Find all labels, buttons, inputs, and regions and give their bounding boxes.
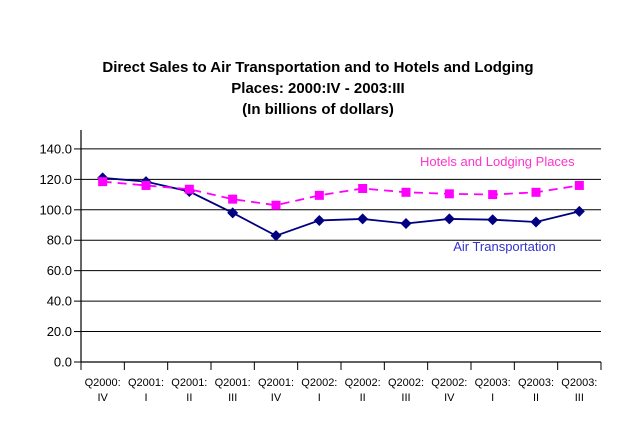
marker-diamond-4 — [270, 230, 282, 242]
marker-square-0 — [98, 177, 108, 187]
marker-diamond-10 — [530, 216, 542, 228]
y-tick-label-60: 60.0 — [47, 263, 72, 278]
x-tick-label2-2001:II: II — [186, 392, 192, 404]
x-tick-label-2002:IV: Q2002: — [431, 377, 467, 389]
x-tick-label-2002:III: Q2002: — [388, 377, 424, 389]
x-tick-label-2000:IV: Q2000: — [85, 377, 121, 389]
marker-square-6 — [358, 183, 368, 193]
x-tick-label2-2002:I: I — [318, 392, 321, 404]
x-tick-label2-2002:II: II — [360, 392, 366, 404]
x-tick-label2-2003:II: II — [533, 392, 539, 404]
x-tick-label2-2001:I: I — [144, 392, 147, 404]
x-tick-label-2002:II: Q2002: — [345, 377, 381, 389]
series-label-hotels-and-lodging-places: Hotels and Lodging Places — [420, 154, 575, 169]
marker-square-1 — [141, 180, 151, 190]
series-label-air-transportation: Air Transportation — [453, 239, 556, 254]
y-tick-label-80: 80.0 — [47, 233, 72, 248]
marker-diamond-3 — [227, 207, 239, 219]
marker-square-7 — [401, 187, 411, 197]
x-tick-label2-2003:I: I — [491, 392, 494, 404]
y-tick-label-140: 140.0 — [39, 141, 72, 156]
y-tick-label-0: 0.0 — [54, 355, 72, 370]
x-tick-label-2001:II: Q2001: — [171, 377, 207, 389]
marker-square-10 — [531, 187, 541, 197]
series-line-1 — [102, 180, 580, 207]
marker-square-3 — [228, 194, 238, 204]
y-tick-label-40: 40.0 — [47, 294, 72, 309]
marker-square-5 — [314, 190, 324, 200]
x-tick-label-2002:I: Q2002: — [301, 377, 337, 389]
marker-diamond-7 — [400, 217, 412, 229]
chart-title-line-2: Places: 2000:IV - 2003:III — [231, 80, 405, 97]
x-tick-label2-2001:III: III — [228, 392, 237, 404]
x-tick-label2-2003:III: III — [575, 392, 584, 404]
x-tick-label2-2002:III: III — [401, 392, 410, 404]
marker-square-8 — [444, 189, 454, 199]
x-tick-label-2003:I: Q2003: — [475, 377, 511, 389]
series-line-0 — [102, 176, 580, 237]
marker-diamond-11 — [573, 205, 585, 217]
x-tick-label2-2002:IV: IV — [444, 392, 455, 404]
x-tick-label2-2001:IV: IV — [271, 392, 282, 404]
x-tick-label-2003:III: Q2003: — [561, 377, 597, 389]
x-tick-label-2001:IV: Q2001: — [258, 377, 294, 389]
marker-square-4 — [271, 200, 281, 210]
chart-title-line-3: (In billions of dollars) — [242, 101, 394, 118]
y-tick-label-100: 100.0 — [39, 202, 72, 217]
y-tick-label-20: 20.0 — [47, 324, 72, 339]
chart-title-line-1: Direct Sales to Air Transportation and t… — [102, 59, 534, 76]
y-tick-label-120: 120.0 — [39, 172, 72, 187]
marker-diamond-6 — [357, 213, 369, 225]
marker-diamond-5 — [313, 214, 325, 226]
marker-diamond-9 — [487, 214, 499, 226]
marker-square-11 — [574, 180, 584, 190]
marker-diamond-8 — [443, 213, 455, 225]
x-tick-label-2003:II: Q2003: — [518, 377, 554, 389]
x-tick-label-2001:I: Q2001: — [128, 377, 164, 389]
marker-square-9 — [488, 190, 498, 200]
chart-title: Direct Sales to Air Transportation and t… — [6, 57, 624, 120]
x-tick-label2-2000:IV: IV — [97, 392, 108, 404]
marker-square-2 — [184, 184, 194, 194]
x-tick-label-2001:III: Q2001: — [215, 377, 251, 389]
